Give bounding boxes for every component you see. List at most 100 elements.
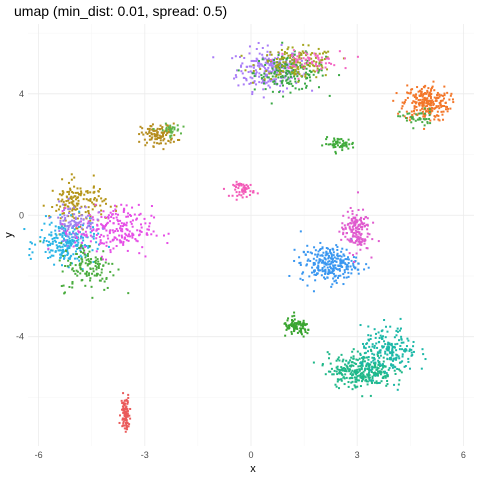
scatter-point bbox=[77, 199, 80, 202]
scatter-point bbox=[321, 266, 324, 269]
scatter-point bbox=[92, 174, 95, 177]
scatter-point bbox=[263, 78, 266, 81]
scatter-point bbox=[75, 202, 78, 205]
scatter-point bbox=[249, 76, 252, 79]
scatter-point bbox=[338, 267, 341, 270]
scatter-point bbox=[140, 223, 143, 226]
scatter-point bbox=[330, 267, 333, 270]
scatter-point bbox=[317, 57, 320, 60]
scatter-point bbox=[241, 188, 244, 191]
scatter-point bbox=[76, 204, 79, 207]
scatter-point bbox=[432, 102, 435, 105]
scatter-point bbox=[166, 242, 169, 245]
scatter-point bbox=[277, 70, 280, 73]
scatter-point bbox=[72, 245, 75, 248]
scatter-point bbox=[67, 228, 70, 231]
scatter-point bbox=[342, 358, 345, 361]
scatter-point bbox=[92, 185, 95, 188]
scatter-point bbox=[90, 285, 93, 288]
scatter-point bbox=[298, 52, 301, 55]
scatter-point bbox=[59, 246, 62, 249]
scatter-point bbox=[324, 268, 327, 271]
scatter-point bbox=[332, 140, 335, 143]
scatter-point bbox=[159, 124, 162, 127]
scatter-point bbox=[152, 129, 155, 132]
scatter-point bbox=[293, 50, 296, 53]
scatter-point bbox=[386, 349, 389, 352]
scatter-point bbox=[349, 237, 352, 240]
scatter-point bbox=[336, 380, 339, 383]
scatter-point bbox=[437, 118, 440, 121]
scatter-point bbox=[52, 254, 55, 257]
scatter-point bbox=[299, 327, 302, 330]
scatter-point bbox=[301, 327, 304, 330]
scatter-point bbox=[325, 252, 328, 255]
scatter-point bbox=[262, 88, 265, 91]
scatter-point bbox=[315, 64, 318, 67]
scatter-point bbox=[338, 387, 341, 390]
scatter-point bbox=[237, 69, 240, 72]
scatter-point bbox=[443, 92, 446, 95]
scatter-point bbox=[92, 186, 95, 189]
scatter-point bbox=[293, 329, 296, 332]
scatter-point bbox=[427, 110, 430, 113]
scatter-point bbox=[109, 270, 112, 273]
scatter-point bbox=[324, 261, 327, 264]
scatter-point bbox=[410, 110, 413, 113]
scatter-point bbox=[173, 134, 176, 137]
x-tick-label: 6 bbox=[461, 450, 466, 460]
scatter-point bbox=[338, 254, 341, 257]
scatter-point bbox=[295, 63, 298, 66]
scatter-point bbox=[445, 108, 448, 111]
scatter-point bbox=[100, 257, 103, 260]
scatter-point bbox=[382, 356, 385, 359]
scatter-point bbox=[398, 368, 401, 371]
scatter-point bbox=[354, 378, 357, 381]
scatter-point bbox=[362, 375, 365, 378]
scatter-point bbox=[392, 351, 395, 354]
scatter-point bbox=[357, 224, 360, 227]
scatter-point bbox=[94, 262, 97, 265]
scatter-point bbox=[371, 367, 374, 370]
scatter-point bbox=[328, 269, 331, 272]
scatter-point bbox=[67, 221, 70, 224]
scatter-point bbox=[78, 259, 81, 262]
scatter-point bbox=[396, 388, 399, 391]
scatter-point bbox=[365, 247, 368, 250]
scatter-point bbox=[247, 71, 250, 74]
scatter-point bbox=[411, 115, 414, 118]
scatter-point bbox=[387, 368, 390, 371]
scatter-point bbox=[324, 271, 327, 274]
scatter-point bbox=[361, 222, 364, 225]
scatter-point bbox=[84, 262, 87, 265]
scatter-point bbox=[397, 115, 400, 118]
scatter-point bbox=[266, 50, 269, 53]
scatter-point bbox=[401, 355, 404, 358]
scatter-point bbox=[235, 186, 238, 189]
scatter-point bbox=[144, 255, 147, 258]
scatter-point bbox=[360, 241, 363, 244]
scatter-point bbox=[295, 82, 298, 85]
scatter-point bbox=[242, 192, 245, 195]
scatter-point bbox=[415, 113, 418, 116]
scatter-point bbox=[166, 124, 169, 127]
scatter-point bbox=[227, 194, 230, 197]
scatter-point bbox=[69, 264, 72, 267]
scatter-point bbox=[144, 144, 147, 147]
scatter-point bbox=[355, 214, 358, 217]
scatter-point bbox=[363, 222, 366, 225]
scatter-point bbox=[84, 256, 87, 259]
scatter-point bbox=[317, 70, 320, 73]
scatter-point bbox=[151, 128, 154, 131]
scatter-point bbox=[398, 348, 401, 351]
scatter-point bbox=[112, 231, 115, 234]
scatter-point bbox=[86, 191, 89, 194]
scatter-point bbox=[101, 224, 104, 227]
cluster-c-green-small bbox=[321, 136, 355, 155]
scatter-point bbox=[401, 348, 404, 351]
scatter-point bbox=[79, 263, 82, 266]
scatter-point bbox=[89, 223, 92, 226]
scatter-point bbox=[321, 246, 324, 249]
scatter-point bbox=[82, 222, 85, 225]
scatter-point bbox=[73, 232, 76, 235]
